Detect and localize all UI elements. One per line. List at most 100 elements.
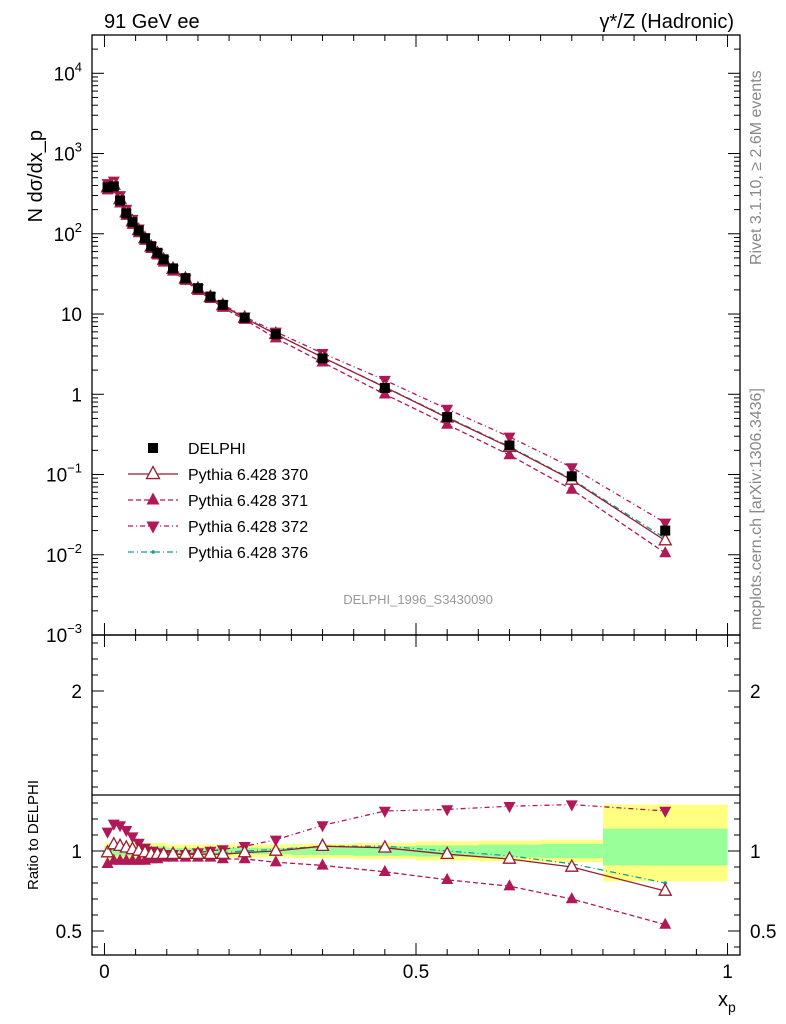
ratio-marker-s371 [503,879,516,891]
band-inner [602,828,728,866]
data-point [133,225,144,236]
ratio-marker-s371 [565,892,578,904]
marker-s372 [565,463,578,475]
data-point [660,525,671,536]
ratio-marker-s372 [565,800,578,812]
y-tick-label: 10−3 [46,621,82,647]
ratio-axes: 0.5 0.5 1 1 2 2 0 0.5 1 [56,635,776,983]
data-point [192,283,203,294]
ratio-series-layer [100,800,673,929]
ratio-marker-s370 [440,845,455,860]
y-tick-label: 103 [54,140,82,166]
data-point [205,291,216,302]
data-point [146,241,157,252]
marker-s372 [659,518,672,530]
ratio-panel-frame [91,634,741,956]
ratio-marker-s370 [165,845,181,860]
ratio-marker-s371 [316,858,329,870]
ratio-y-tick-label-right: 0.5 [750,922,776,943]
series-line-s372 [107,180,666,524]
series-line-s376 [107,184,666,539]
data-point [108,181,119,192]
ratio-marker-s370 [215,845,230,860]
ratio-marker-s370 [377,839,392,853]
marker-s371 [565,482,578,494]
ratio-marker-s372 [120,826,133,838]
data-point [127,217,138,228]
ratio-marker-s370 [100,844,115,858]
ratio-marker-s372 [126,832,139,844]
legend: DELPHI Pythia 6.428 370 Pythia 6.428 371 Py… [128,441,308,562]
data-point [139,233,150,244]
band-inner [229,847,292,855]
ratio-marker-s371 [238,852,251,864]
legend-marker-data [148,443,158,453]
ratio-marker-s372 [441,805,454,817]
y-tick-label: 10 [61,305,82,326]
ratio-marker-s372 [269,835,282,847]
legend-label-s371: Pythia 6.428 371 [188,493,308,510]
ratio-marker-s372 [659,806,672,818]
legend-marker-s370 [145,465,161,480]
data-point [180,273,191,284]
x-tick-label: 0 [99,962,110,983]
ratio-marker-s372 [114,821,127,833]
ratio-y-tick-label: 1 [71,842,82,863]
main-y-axis-label: N dσ/dx_p [25,130,47,222]
ratio-uncertainty-bands [104,804,728,882]
ratio-marker-s370 [268,842,283,856]
band-inner [540,843,603,859]
ratio-marker-s371 [269,855,282,867]
ratio-marker-s370 [315,837,330,852]
ratio-marker-s372 [503,802,516,814]
data-point [239,312,250,323]
rivet-version-label: Rivet 3.1.10, ≥ 2.6M events [748,70,765,265]
data-point [158,254,169,265]
legend-label-s372: Pythia 6.428 372 [188,519,308,536]
data-point [566,471,577,482]
ratio-marker-s370 [237,844,252,858]
ratio-marker-s370 [658,882,673,896]
legend-label-s376: Pythia 6.428 376 [188,545,308,562]
marker-s371 [503,448,516,460]
data-point [504,440,515,451]
legend-label-data: DELPHI [188,441,246,458]
x-tick-label: 0.5 [403,962,429,983]
ratio-marker-s371 [659,917,672,929]
mcplots-label: mcplots.cern.ch [arXiv:1306.3436] [748,388,765,630]
watermark: DELPHI_1996_S3430090 [343,592,493,607]
data-point [152,247,163,258]
ratio-y-tick-label: 0.5 [56,922,82,943]
y-tick-label: 10−2 [46,541,82,567]
ratio-marker-s370 [190,845,206,860]
ratio-y-tick-label-right: 1 [750,842,761,863]
ratio-marker-s370 [502,850,517,864]
header-process: γ*/Z (Hadronic) [600,11,734,33]
y-tick-label: 104 [54,59,82,85]
series-line-s370 [107,184,666,542]
ratio-marker-s371 [101,856,114,868]
data-point [102,182,113,193]
data-point [379,382,390,393]
marker-s371 [378,387,391,399]
ratio-y-tick-label-right: 2 [750,682,761,703]
y-tick-label: 1 [71,385,82,406]
data-point [317,353,328,364]
main-series-layer [100,176,673,558]
header-energy: 91 GeV ee [104,11,200,33]
data-point [217,299,228,310]
ratio-marker-s370 [564,858,579,872]
y-tick-label: 102 [54,220,82,246]
ratio-line-s371 [107,856,666,926]
legend-marker-s371 [146,492,160,505]
data-point [168,263,178,274]
marker-s370 [658,532,673,546]
marker-s371 [441,417,454,429]
ratio-marker-s371 [441,872,454,884]
ratio-panel: 0.5 0.5 1 1 2 2 0 0.5 1 Ratio to DELPHI xp [25,634,776,1015]
data-point [121,208,132,219]
marker-s371 [659,546,672,558]
